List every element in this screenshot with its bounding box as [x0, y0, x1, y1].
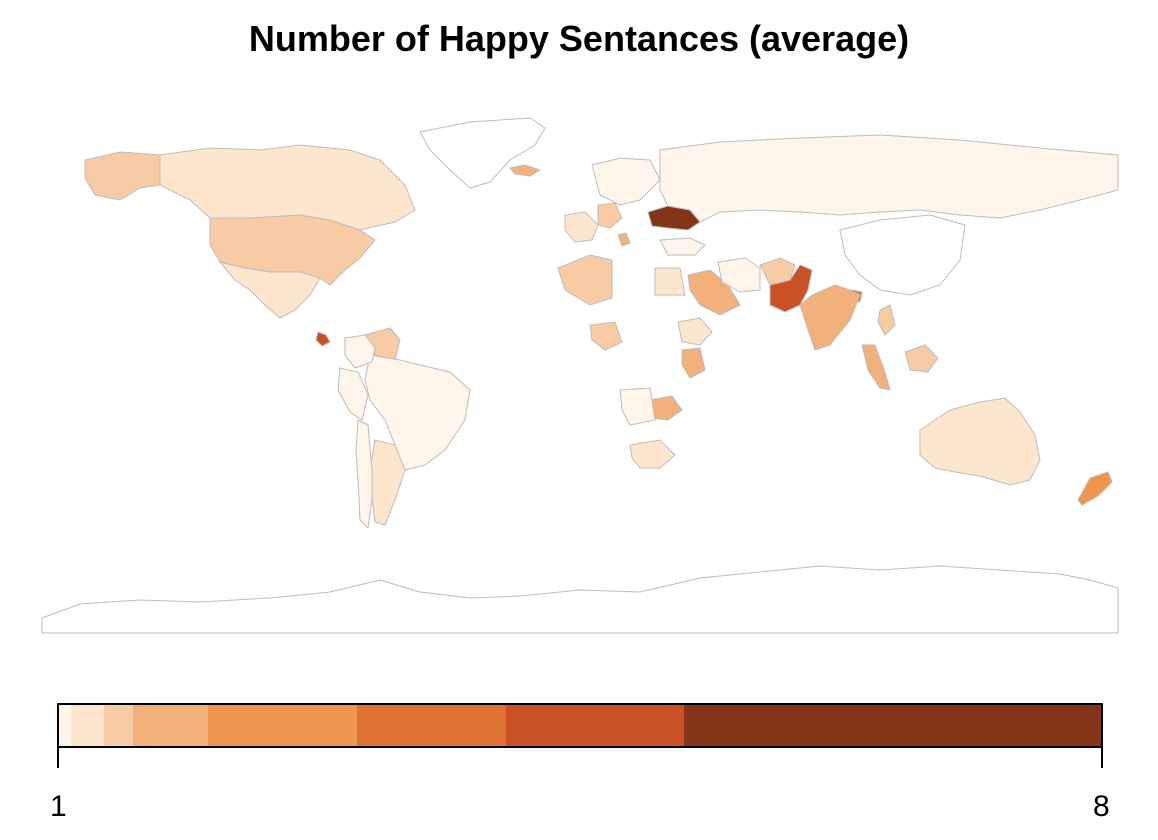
- region-iran: [717, 257, 761, 293]
- region-mexico: [218, 261, 321, 319]
- region-antarctica: [41, 565, 1119, 634]
- legend-bin-4: [207, 705, 357, 746]
- region-serbia: [617, 232, 631, 247]
- region-alaska: [84, 151, 161, 201]
- world-map: [41, 117, 1119, 634]
- region-pakistan: [769, 264, 813, 313]
- region-turkey: [659, 237, 706, 256]
- region-brazil: [364, 354, 471, 471]
- region-russia: [659, 134, 1119, 223]
- region-new-zealand: [1077, 471, 1113, 506]
- legend-bin-7: [684, 705, 1101, 746]
- region-india: [799, 284, 861, 351]
- region-nigeria: [589, 321, 623, 351]
- legend-tick-min: [57, 748, 59, 768]
- legend-min-label: 1: [50, 790, 67, 823]
- region-angola: [619, 387, 656, 426]
- region-saudi-arabia: [687, 269, 741, 316]
- legend-bin-6: [505, 705, 685, 746]
- region-chile: [355, 419, 373, 530]
- region-ethiopia: [677, 317, 713, 346]
- legend-bin-3: [133, 705, 208, 746]
- legend-tick-max: [1101, 748, 1103, 768]
- region-egypt: [654, 267, 686, 296]
- region-china: [839, 214, 966, 296]
- region-malaysia: [861, 344, 891, 391]
- region-iceland: [509, 164, 542, 177]
- region-canada: [159, 144, 416, 231]
- legend-bin-2: [103, 705, 134, 746]
- region-south-africa: [629, 439, 676, 469]
- region-kenya: [681, 347, 706, 379]
- region-australia: [919, 397, 1041, 486]
- region-costa-rica: [315, 331, 331, 347]
- region-philippines: [877, 304, 896, 336]
- region-germany: [597, 202, 623, 229]
- legend-max-label: 8: [1093, 790, 1110, 823]
- region-colombia: [344, 334, 376, 369]
- map-title: Number of Happy Sentances (average): [248, 18, 910, 59]
- legend-bin-5: [356, 705, 506, 746]
- region-afghanistan: [759, 257, 796, 286]
- region-borneo: [904, 344, 939, 373]
- region-peru: [337, 367, 369, 421]
- color-legend-bar: [57, 703, 1103, 748]
- legend-bin-1: [70, 705, 104, 746]
- region-greenland: [419, 117, 546, 189]
- region-france: [564, 211, 599, 243]
- region-algeria: [557, 254, 613, 306]
- legend-bin-0: [59, 705, 71, 746]
- region-scandinavia: [591, 157, 661, 206]
